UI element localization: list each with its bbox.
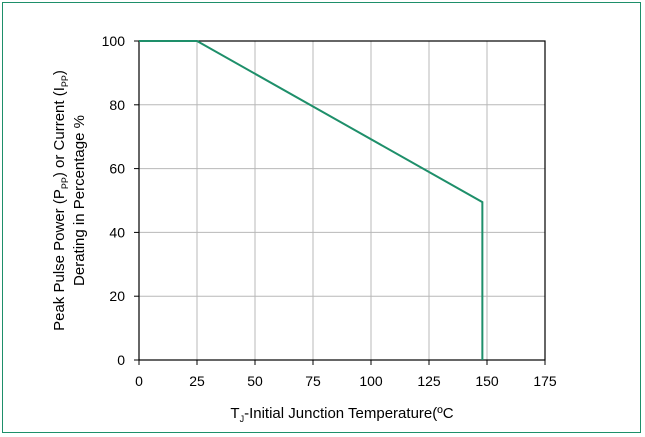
x-tick-label: 150 [475,373,499,389]
y-tick-label: 20 [109,288,125,304]
x-axis-label: TJ-Initial Junction Temperature(ºC [230,405,453,424]
x-tick-label: 175 [533,373,557,389]
x-tick-label: 125 [417,373,441,389]
y-axis-label: Peak Pulse Power (PPP) or Current (IPP) … [51,70,88,331]
x-tick-label: 100 [359,373,383,389]
y-tick-label: 80 [109,97,125,113]
y-axis-label-line2: Derating in Percentage % [71,115,88,286]
x-tick-label: 75 [305,373,321,389]
y-label-text1: Peak Pulse Power (P [51,189,68,331]
x-tick-label: 0 [135,373,143,389]
y-axis-label-line1: Peak Pulse Power (PPP) or Current (IPP) [51,70,70,331]
figure-frame [2,2,641,433]
x-tick-label: 25 [189,373,205,389]
y-tick-label: 100 [102,33,126,49]
series-group [139,40,484,360]
axis-ticks: 0 25 50 75 100 125 150 175 0 20 40 60 80 100 [102,33,557,389]
y-tick-label: 60 [109,161,125,177]
series-line [139,40,484,360]
plot-area [138,40,546,361]
y-tick-label: 0 [117,352,125,368]
y-label-text2: ) or Current (I [51,87,68,177]
x-axis-label-prefix: T [230,405,239,422]
x-tick-label: 50 [247,373,263,389]
x-axis-label-suffix: -Initial Junction Temperature(ºC [244,405,454,422]
grid [139,41,545,360]
y-label-text3: ) [51,70,68,75]
x-axis-label-sub: J [240,414,245,424]
y-label-sub1: PP [60,177,70,189]
y-tick-label: 40 [109,224,125,240]
y-label-sub2: PP [60,75,70,87]
